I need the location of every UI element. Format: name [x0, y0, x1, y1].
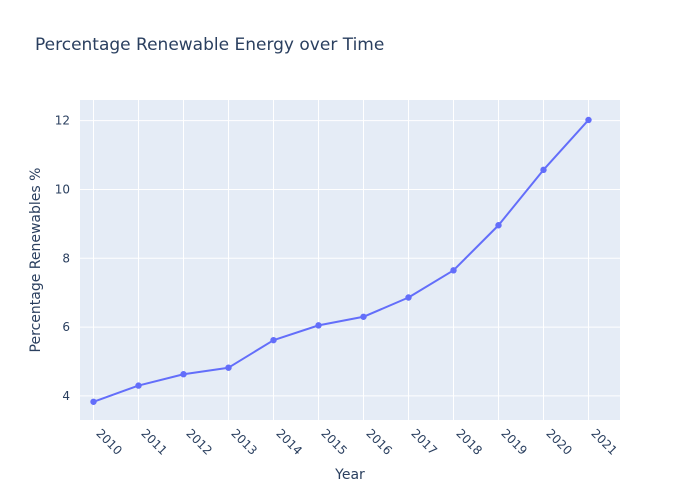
y-tick-label: 12	[55, 114, 70, 128]
data-point	[135, 382, 142, 389]
series-line-group	[93, 119, 590, 403]
data-point	[180, 371, 187, 378]
x-tick-label: 2018	[453, 426, 484, 457]
x-tick-label: 2017	[408, 426, 439, 457]
x-tick-label: 2016	[363, 426, 394, 457]
series-line	[93, 119, 590, 403]
x-axis-label: Year	[334, 467, 365, 483]
x-tick-label: 2021	[588, 426, 619, 457]
y-axis-label: Percentage Renewables %	[28, 168, 44, 353]
x-tick-label: 2011	[138, 426, 169, 457]
x-tick-label: 2013	[228, 426, 259, 457]
y-tick-label: 4	[62, 389, 70, 403]
data-point	[540, 166, 547, 174]
plot-area	[80, 100, 620, 420]
x-tick-label: 2015	[318, 426, 349, 457]
data-point	[495, 222, 502, 229]
x-tick-label: 2019	[498, 426, 529, 457]
data-point	[405, 294, 412, 301]
x-tick-label: 2014	[273, 426, 304, 457]
data-point	[360, 313, 367, 320]
data-point	[315, 322, 322, 329]
x-tick-labels: 2010 2011 2012 2013 2014 2015 2016 2017 2018 2019…	[93, 426, 619, 457]
y-tick-label: 8	[62, 251, 70, 265]
y-tick-labels: 4 6 8 10 12	[55, 114, 70, 403]
data-point	[270, 336, 277, 344]
chart-title: Percentage Renewable Energy over Time	[35, 35, 384, 55]
x-tick-label: 2020	[543, 426, 574, 457]
grid-lines	[80, 100, 620, 420]
x-tick-label: 2012	[183, 426, 214, 457]
x-tick-label: 2010	[93, 426, 124, 457]
data-points	[90, 116, 592, 405]
data-point	[90, 398, 97, 405]
y-tick-label: 10	[55, 182, 70, 196]
data-point	[450, 267, 457, 274]
data-point	[225, 364, 232, 371]
data-point	[585, 116, 592, 124]
y-tick-label: 6	[62, 320, 70, 334]
